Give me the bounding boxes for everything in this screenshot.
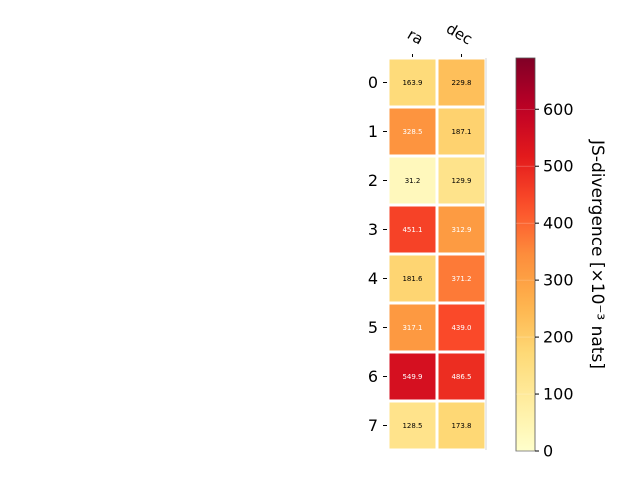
cell-value-label-r4-c1: 371.2: [451, 275, 471, 283]
cell-value-label-r5-c1: 439.0: [451, 324, 471, 332]
cell-value-label-r5-c0: 317.1: [402, 324, 422, 332]
colorbar-tick-label-100: 100: [543, 385, 574, 404]
heatmap-cell-r0-c1: [438, 59, 485, 106]
row-label-6: 6: [368, 367, 378, 386]
heatmap-cell-r2-c1: [438, 157, 485, 204]
row-label-7: 7: [368, 416, 378, 435]
cell-value-label-r0-c0: 163.9: [402, 79, 422, 87]
heatmap-cell-r4-c1: [438, 255, 485, 302]
cell-value-label-r7-c0: 128.5: [402, 422, 422, 430]
heatmap-cell-r5-c1: [438, 304, 485, 351]
row-label-3: 3: [368, 220, 378, 239]
heatmap-cell-r1-c1: [438, 108, 485, 155]
colorbar-label: JS-divergence [×10⁻³ nats]: [587, 139, 607, 369]
colorbar-tick-label-600: 600: [543, 100, 574, 119]
colorbar-tick-label-500: 500: [543, 157, 574, 176]
cell-value-label-r3-c0: 451.1: [402, 226, 422, 234]
heatmap-cell-r3-c0: [389, 206, 436, 253]
colorbar-tick-label-0: 0: [543, 442, 553, 461]
cell-value-label-r4-c0: 181.6: [402, 275, 423, 283]
colorbar: [515, 57, 536, 452]
colorbar-tick-label-400: 400: [543, 214, 574, 233]
column-label-ra: ra: [404, 25, 426, 48]
cell-value-label-r6-c0: 549.9: [402, 373, 422, 381]
row-label-5: 5: [368, 318, 378, 337]
heatmap-cell-r1-c0: [389, 108, 436, 155]
column-label-dec: dec: [443, 19, 475, 48]
colorbar-tick-label-200: 200: [543, 328, 574, 347]
cell-value-label-r2-c1: 129.9: [451, 177, 471, 185]
cell-value-label-r1-c1: 187.1: [451, 128, 471, 136]
heatmap-cell-r7-c1: [438, 402, 485, 449]
heatmap-cell-r2-c0: [389, 157, 436, 204]
cell-value-label-r2-c0: 31.2: [405, 177, 421, 185]
heatmap-cell-r7-c0: [389, 402, 436, 449]
heatmap-cell-r0-c0: [389, 59, 436, 106]
row-label-2: 2: [368, 171, 378, 190]
cell-value-label-r1-c0: 328.5: [402, 128, 422, 136]
cell-value-label-r0-c1: 229.8: [451, 79, 471, 87]
row-label-4: 4: [368, 269, 378, 288]
heatmap-cell-r6-c0: [389, 353, 436, 400]
colorbar-tick-label-300: 300: [543, 271, 574, 290]
heatmap-cell-r3-c1: [438, 206, 485, 253]
heatmap-cell-r6-c1: [438, 353, 485, 400]
cell-value-label-r3-c1: 312.9: [451, 226, 471, 234]
heatmap-cell-r5-c0: [389, 304, 436, 351]
heatmap-cell-r4-c0: [389, 255, 436, 302]
cell-value-label-r7-c1: 173.8: [451, 422, 471, 430]
row-label-0: 0: [368, 73, 378, 92]
cell-value-label-r6-c1: 486.5: [451, 373, 471, 381]
row-label-1: 1: [368, 122, 378, 141]
